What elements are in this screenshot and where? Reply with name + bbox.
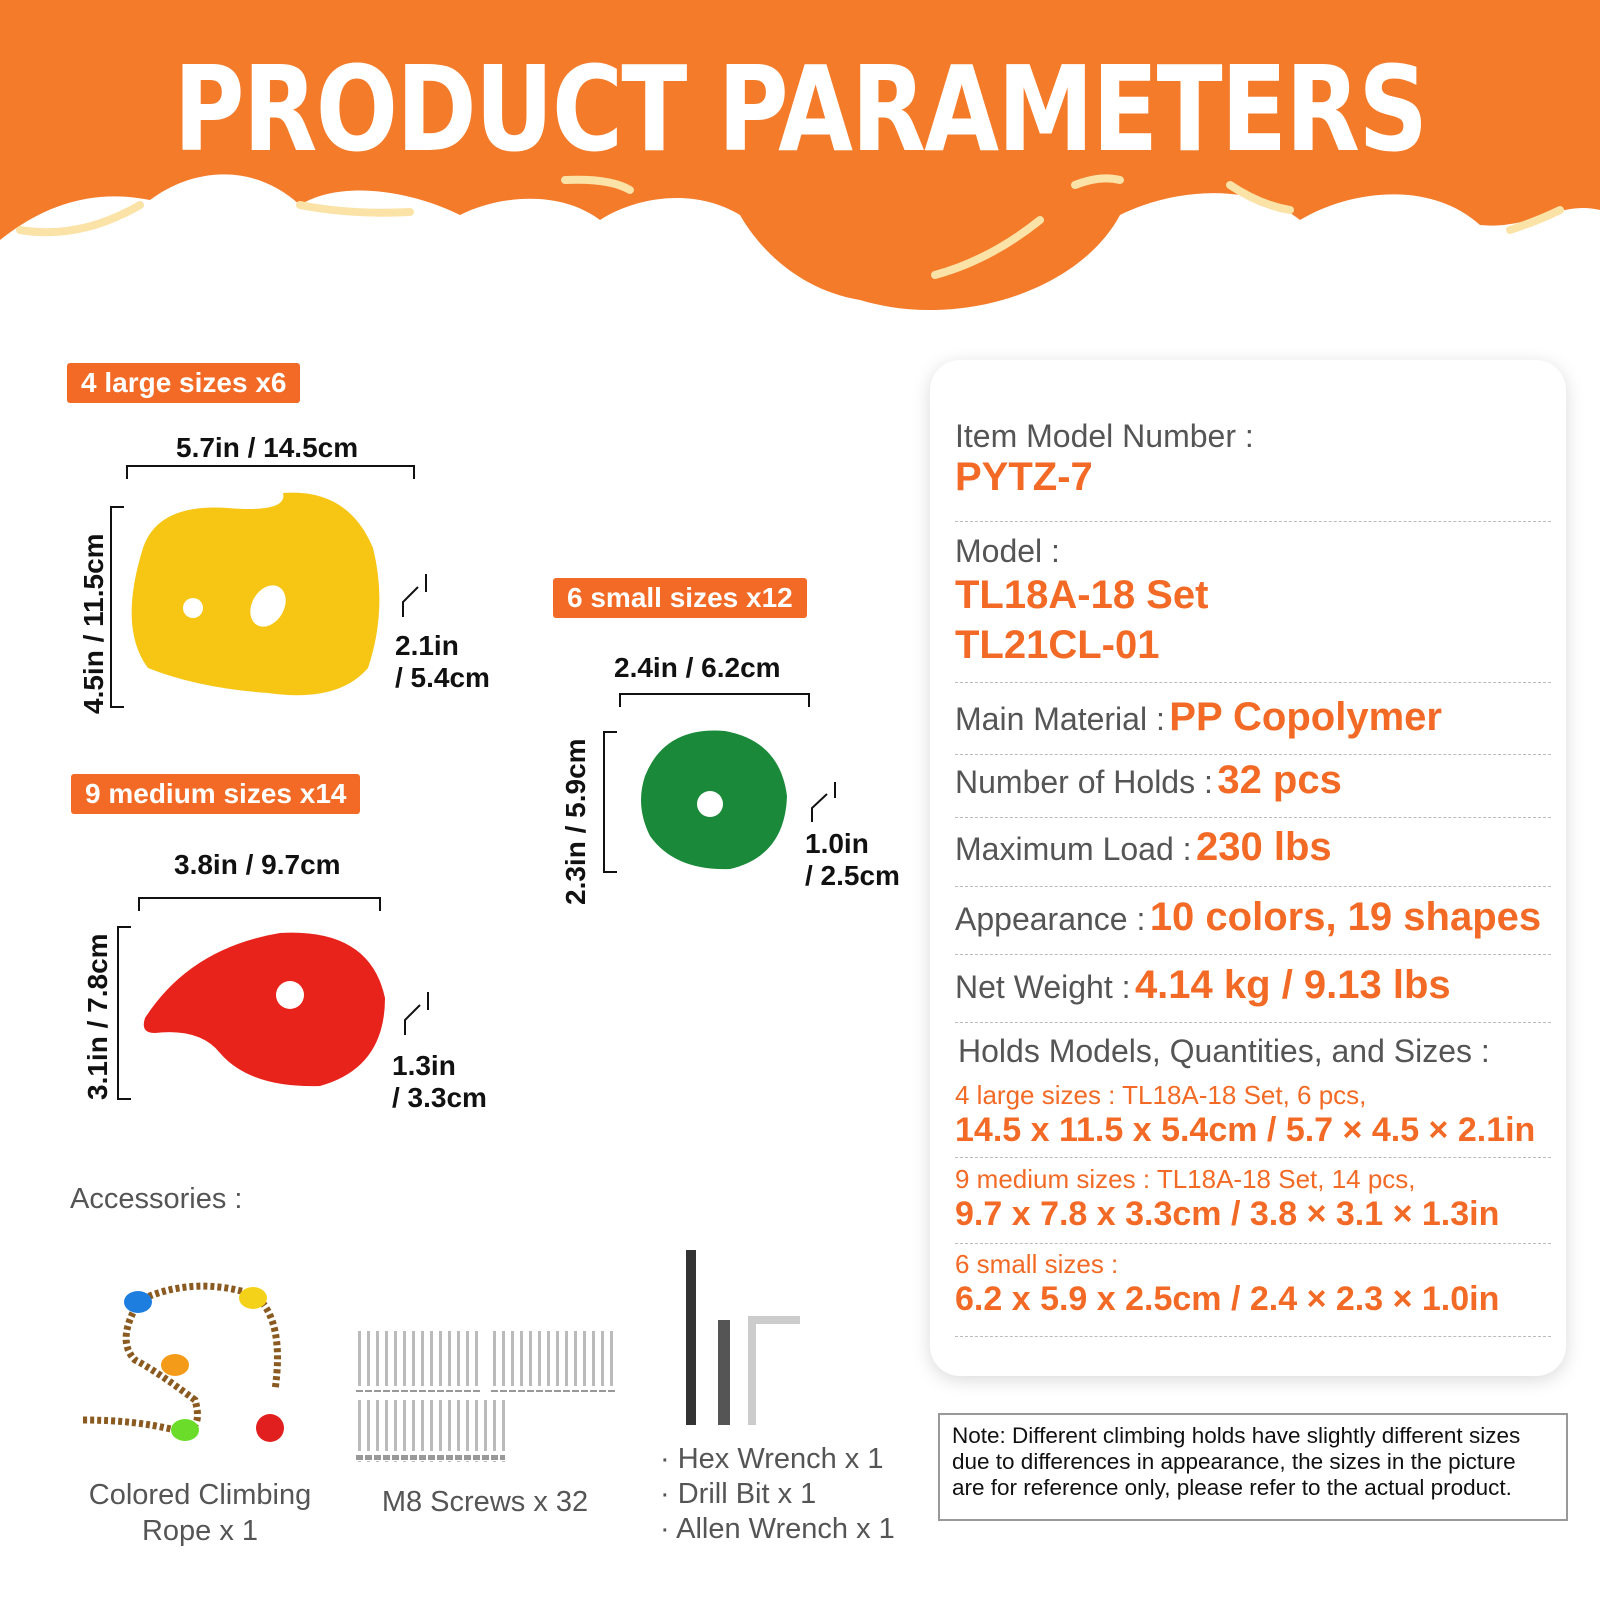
spec-appearance: Appearance : 10 colors, 19 shapes — [955, 895, 1551, 955]
large-climbing-hold — [131, 492, 380, 696]
spec-label: Item Model Number : — [955, 418, 1254, 454]
spec-model: Model : TL18A-18 Set TL21CL-01 — [955, 533, 1551, 683]
large-depth-cm: / 5.4cm — [395, 662, 490, 693]
spec-value: 4.14 kg / 9.13 lbs — [1134, 963, 1451, 1007]
small-width-label: 2.4in / 6.2cm — [614, 652, 781, 683]
spec-material: Main Material : PP Copolymer — [955, 695, 1551, 755]
drill-bit-item: · Drill Bit x 1 — [660, 1478, 817, 1510]
rope-label-line1: Colored Climbing — [88, 1479, 312, 1511]
spec-load: Maximum Load : 230 lbs — [955, 825, 1551, 887]
medium-width-line — [138, 897, 381, 911]
spec-label: Net Weight : — [955, 969, 1131, 1005]
page-title: PRODUCT PARAMETERS — [173, 40, 1428, 178]
spec-size: 9.7 x 7.8 x 3.3cm / 3.8 × 3.1 × 1.3in — [955, 1195, 1500, 1233]
small-width-line — [619, 693, 810, 707]
rope-label-line2: Rope x 1 — [141, 1515, 259, 1547]
spec-label: Model : — [955, 533, 1060, 569]
spec-value: TL21CL-01 — [955, 623, 1160, 667]
spec-sub: 4 large sizes : TL18A-18 Set, 6 pcs, — [955, 1080, 1367, 1110]
medium-width-label: 3.8in / 9.7cm — [174, 849, 341, 880]
spec-small-size: 6 small sizes :6.2 x 5.9 x 2.5cm / 2.4 ×… — [955, 1249, 1551, 1337]
rope-label: Colored Climbing Rope x 1 — [70, 1477, 330, 1549]
medium-height-label: 3.1in / 7.8cm — [82, 933, 113, 1100]
large-height-line — [110, 506, 124, 708]
spec-label: Maximum Load : — [955, 831, 1192, 867]
large-depth-indicator — [402, 574, 427, 617]
small-sizes-tag: 6 small sizes x12 — [553, 578, 807, 618]
medium-depth-label: 1.3in/ 3.3cm — [392, 1050, 487, 1114]
spec-value: 230 lbs — [1195, 825, 1332, 869]
large-height-label: 4.5in / 11.5cm — [78, 533, 109, 714]
tools-list: · Hex Wrench x 1 · Drill Bit x 1 · Allen… — [660, 1442, 895, 1547]
spec-label: Number of Holds : — [955, 764, 1213, 800]
specs-panel — [930, 360, 1566, 1376]
spec-label: Appearance : — [955, 901, 1146, 937]
spec-value: PYTZ-7 — [955, 455, 1093, 499]
spec-size: 6.2 x 5.9 x 2.5cm / 2.4 × 2.3 × 1.0in — [955, 1280, 1500, 1318]
note-box: Note: Different climbing holds have slig… — [938, 1413, 1568, 1521]
large-depth-in: 2.1in — [395, 630, 459, 661]
spec-value: PP Copolymer — [1169, 695, 1442, 739]
medium-sizes-tag: 9 medium sizes x14 — [71, 774, 361, 814]
spec-weight: Net Weight : 4.14 kg / 9.13 lbs — [955, 963, 1551, 1023]
spec-size: 14.5 x 11.5 x 5.4cm / 5.7 × 4.5 × 2.1in — [955, 1111, 1536, 1149]
hex-wrench-item: · Hex Wrench x 1 — [660, 1443, 884, 1475]
small-height-label: 2.3in / 5.9cm — [560, 738, 591, 905]
large-sizes-tag: 4 large sizes x6 — [67, 363, 301, 403]
accessories-title: Accessories : — [70, 1183, 243, 1215]
spec-label: Main Material : — [955, 701, 1165, 737]
medium-depth-in: 1.3in — [392, 1050, 456, 1081]
spec-model-number: Item Model Number : PYTZ-7 — [955, 418, 1551, 522]
large-width-line — [126, 465, 415, 479]
screws-label: M8 Screws x 32 — [381, 1486, 589, 1518]
spec-medium-size: 9 medium sizes : TL18A-18 Set, 14 pcs, 9.… — [955, 1164, 1551, 1244]
spec-value: 32 pcs — [1217, 758, 1342, 802]
small-climbing-hold — [641, 730, 787, 870]
small-depth-indicator — [811, 782, 836, 822]
medium-height-line — [117, 926, 131, 1100]
climbing-rope-image — [82, 1282, 284, 1442]
medium-depth-indicator — [404, 992, 429, 1035]
sizes-label: Holds Models, Quantities, and Sizes : — [958, 1033, 1490, 1069]
screws-image — [355, 1330, 615, 1462]
spec-value: 10 colors, 19 shapes — [1149, 895, 1542, 939]
spec-sub: 9 medium sizes : TL18A-18 Set, 14 pcs, — [955, 1164, 1416, 1194]
orange-cloud-banner — [0, 0, 1600, 311]
spec-value: TL18A-18 Set — [955, 573, 1209, 617]
small-depth-cm: / 2.5cm — [805, 860, 900, 891]
medium-depth-cm: / 3.3cm — [392, 1082, 487, 1113]
spec-sub: 6 small sizes : — [955, 1249, 1119, 1279]
spec-holds: Number of Holds : 32 pcs — [955, 758, 1551, 818]
medium-climbing-hold — [143, 932, 385, 1087]
spec-large-size: 4 large sizes : TL18A-18 Set, 6 pcs, 14.5… — [955, 1080, 1551, 1158]
small-height-line — [603, 731, 617, 873]
small-depth-label: 1.0in/ 2.5cm — [805, 828, 900, 892]
large-width-label: 5.7in / 14.5cm — [176, 432, 359, 463]
tools-image — [686, 1250, 800, 1425]
large-depth-label: 2.1in/ 5.4cm — [395, 630, 490, 694]
allen-wrench-item: · Allen Wrench x 1 — [660, 1513, 895, 1545]
small-depth-in: 1.0in — [805, 828, 869, 859]
